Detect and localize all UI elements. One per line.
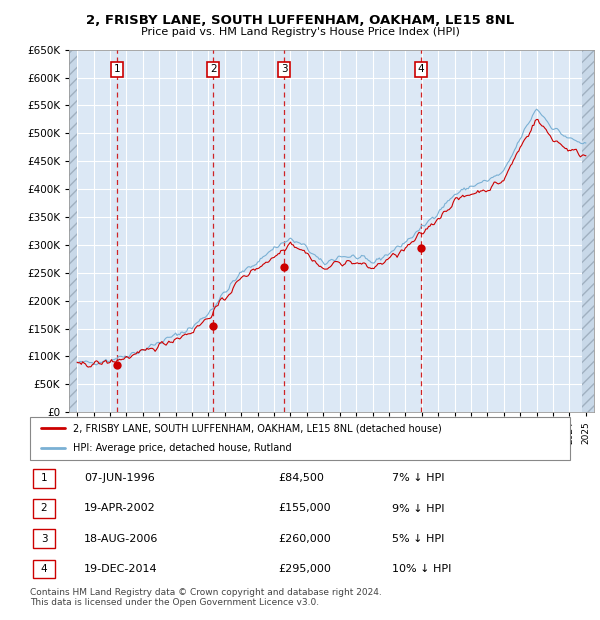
Text: 9% ↓ HPI: 9% ↓ HPI	[392, 503, 444, 513]
Text: £295,000: £295,000	[278, 564, 331, 574]
Bar	[33, 469, 55, 487]
Text: 4: 4	[418, 64, 425, 74]
Text: 5% ↓ HPI: 5% ↓ HPI	[392, 534, 444, 544]
Text: 2, FRISBY LANE, SOUTH LUFFENHAM, OAKHAM, LE15 8NL (detached house): 2, FRISBY LANE, SOUTH LUFFENHAM, OAKHAM,…	[73, 423, 442, 433]
Text: 2: 2	[210, 64, 217, 74]
Text: 1: 1	[41, 473, 47, 483]
Text: £260,000: £260,000	[278, 534, 331, 544]
Text: 19-APR-2002: 19-APR-2002	[84, 503, 156, 513]
Text: Contains HM Land Registry data © Crown copyright and database right 2024.
This d: Contains HM Land Registry data © Crown c…	[30, 588, 382, 607]
Text: 3: 3	[41, 534, 47, 544]
Text: 19-DEC-2014: 19-DEC-2014	[84, 564, 158, 574]
Text: £84,500: £84,500	[278, 473, 324, 483]
Text: 3: 3	[281, 64, 288, 74]
Text: 2, FRISBY LANE, SOUTH LUFFENHAM, OAKHAM, LE15 8NL: 2, FRISBY LANE, SOUTH LUFFENHAM, OAKHAM,…	[86, 14, 514, 27]
Text: 4: 4	[41, 564, 47, 574]
Bar	[581, 50, 594, 412]
Text: 7% ↓ HPI: 7% ↓ HPI	[392, 473, 444, 483]
Text: Price paid vs. HM Land Registry's House Price Index (HPI): Price paid vs. HM Land Registry's House …	[140, 27, 460, 37]
Text: £155,000: £155,000	[278, 503, 331, 513]
Text: 10% ↓ HPI: 10% ↓ HPI	[392, 564, 451, 574]
Bar	[69, 50, 77, 412]
Bar	[33, 499, 55, 518]
Bar	[33, 560, 55, 578]
Text: 18-AUG-2006: 18-AUG-2006	[84, 534, 158, 544]
Text: 1: 1	[114, 64, 121, 74]
Text: HPI: Average price, detached house, Rutland: HPI: Average price, detached house, Rutl…	[73, 443, 292, 453]
Bar	[33, 529, 55, 548]
Text: 07-JUN-1996: 07-JUN-1996	[84, 473, 155, 483]
Text: 2: 2	[41, 503, 47, 513]
